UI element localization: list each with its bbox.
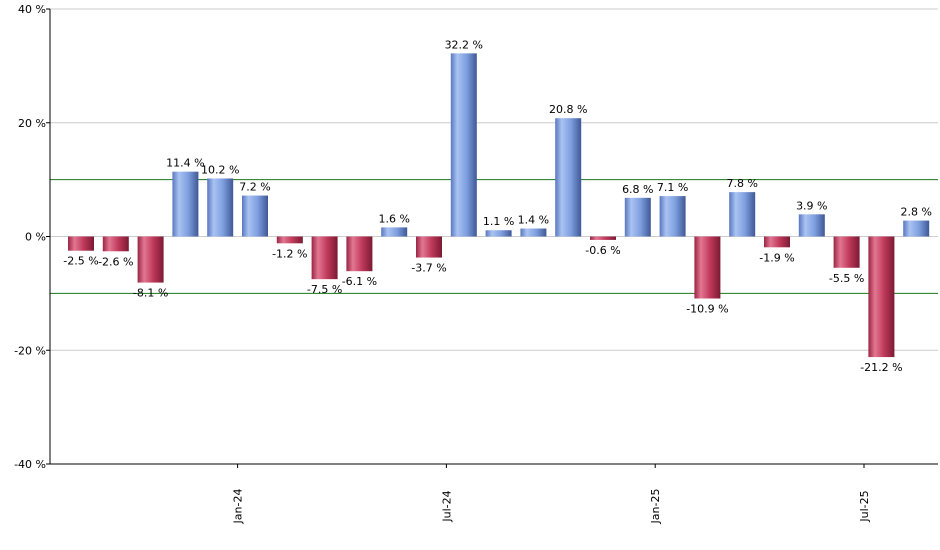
data-label: -8.1 %: [133, 287, 168, 300]
bar: [416, 236, 442, 258]
data-label: -5.5 %: [829, 272, 864, 285]
bar: [102, 236, 129, 252]
data-label: 11.4 %: [166, 157, 204, 170]
x-tick-label: Jul-25: [858, 490, 871, 522]
data-label: -7.5 %: [307, 283, 342, 296]
bar: [68, 236, 94, 251]
data-label: 20.8 %: [549, 103, 587, 116]
y-tick-label: 0 %: [25, 231, 46, 244]
data-label: 3.9 %: [796, 199, 827, 212]
bar: [172, 171, 199, 237]
data-label: -6.1 %: [342, 275, 377, 288]
bars: [68, 53, 930, 358]
y-tick-label: -20 %: [14, 344, 46, 357]
x-tick-label: Jul-24: [440, 490, 453, 522]
data-label: 1.6 %: [378, 212, 409, 225]
data-label: -21.2 %: [860, 361, 902, 374]
bar: [798, 214, 825, 237]
data-label: 7.8 %: [726, 177, 757, 190]
bar: [903, 220, 930, 237]
data-label: 10.2 %: [201, 163, 239, 176]
bar: [207, 178, 234, 237]
bar: [764, 236, 790, 248]
bar: [590, 236, 616, 240]
data-label: 6.8 %: [622, 183, 653, 196]
y-tick-label: 20 %: [18, 117, 46, 130]
bar: [520, 228, 547, 237]
bar: [868, 236, 895, 358]
data-labels: -2.5 % -2.6 % -8.1 % 11.4 %10.2 %7.2 % -1.2 …: [63, 38, 932, 374]
data-label: -0.6 %: [585, 244, 620, 257]
data-label: -1.9 %: [759, 251, 794, 264]
data-label: 32.2 %: [445, 38, 483, 51]
data-label: 1.4 %: [518, 214, 549, 227]
bar: [276, 236, 303, 244]
data-label: 1.1 %: [483, 215, 514, 228]
data-label: -3.7 %: [411, 262, 446, 275]
bar: [450, 53, 477, 237]
bar: [242, 195, 268, 237]
data-label: -1.2 %: [272, 247, 307, 260]
data-label: -2.5 %: [63, 255, 98, 268]
bar: [729, 192, 756, 237]
y-tick-label: 40 %: [18, 3, 46, 16]
y-tick-label: -40 %: [14, 458, 46, 471]
bar: [137, 236, 164, 283]
bar: [624, 197, 651, 237]
bar: [311, 236, 338, 280]
bar: [694, 236, 721, 299]
x-tick-label: Jan-24: [232, 489, 245, 525]
data-label: 7.1 %: [657, 181, 688, 194]
bar: [346, 236, 373, 272]
data-label: -10.9 %: [686, 302, 728, 315]
x-tick-label: Jan-25: [649, 489, 662, 525]
bar: [833, 236, 860, 268]
bar: [555, 118, 582, 237]
data-label: 2.8 %: [900, 206, 931, 219]
bar: [659, 196, 686, 237]
data-label: -2.6 %: [98, 255, 133, 268]
bar: [485, 230, 512, 237]
data-label: 7.2 %: [239, 181, 270, 194]
axes: 40 % 20 % 0 % -20 % -40 % Jan-24 Jul-24 Jan-25 J…: [14, 3, 938, 524]
bar: [381, 227, 408, 237]
